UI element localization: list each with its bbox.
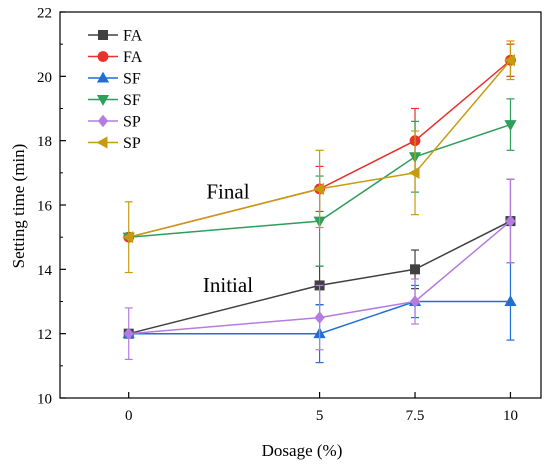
series-line <box>128 123 511 238</box>
legend-marker <box>96 136 108 149</box>
data-point <box>409 295 421 308</box>
y-tick-label: 12 <box>37 327 52 343</box>
x-tick-label: 10 <box>503 408 518 424</box>
data-point <box>504 295 517 307</box>
series-line <box>128 59 512 238</box>
legend-item: SP <box>88 135 141 152</box>
legend-label: FA <box>123 28 143 45</box>
plot-area: Final Initial <box>122 40 517 364</box>
data-point <box>505 214 516 228</box>
data-point <box>504 54 515 67</box>
legend-label: SF <box>123 92 141 109</box>
data-point <box>408 166 420 179</box>
legend: FA FA SF SF SP SP <box>88 28 143 152</box>
x-axis-label: Dosage (%) <box>262 441 343 460</box>
legend-marker <box>97 114 109 128</box>
legend-marker <box>96 95 110 106</box>
legend-marker <box>98 29 109 40</box>
legend-label: FA <box>123 49 143 66</box>
legend-label: SF <box>123 71 141 88</box>
y-tick-label: 20 <box>37 70 52 86</box>
series-line <box>128 220 511 335</box>
legend-label: SP <box>123 114 141 131</box>
series-line <box>128 220 511 335</box>
y-tick-label: 22 <box>37 6 52 22</box>
x-tick-label: 0 <box>125 408 133 424</box>
series-sp-6 <box>122 40 515 274</box>
legend-item: FA <box>88 49 143 66</box>
annotation-label: Initial <box>203 273 253 297</box>
legend-label: SP <box>123 135 141 152</box>
legend-item: SF <box>88 71 141 88</box>
axes: 10 12 14 16 18 20 22 0 5 7.5 10 <box>37 6 542 424</box>
y-axis-label: Setting time (min) <box>9 144 28 269</box>
series-sp-5 <box>123 178 516 360</box>
y-tick-label: 14 <box>37 263 53 279</box>
y-tick-label: 18 <box>37 134 52 150</box>
data-point <box>504 120 517 132</box>
x-tick-label: 5 <box>316 408 324 424</box>
data-point <box>314 311 325 324</box>
y-tick-label: 16 <box>37 199 53 215</box>
data-point <box>122 231 134 244</box>
series-line <box>128 300 511 335</box>
y-tick-label: 10 <box>37 392 52 408</box>
legend-item: SF <box>88 92 141 109</box>
legend-item: FA <box>88 28 143 45</box>
annotation-label: Final <box>206 180 249 204</box>
legend-marker <box>96 71 110 83</box>
data-point <box>410 264 421 275</box>
x-tick-label: 7.5 <box>406 408 425 424</box>
data-point <box>123 327 134 340</box>
legend-marker <box>97 51 109 62</box>
legend-item: SP <box>88 114 141 131</box>
data-point <box>313 182 325 195</box>
